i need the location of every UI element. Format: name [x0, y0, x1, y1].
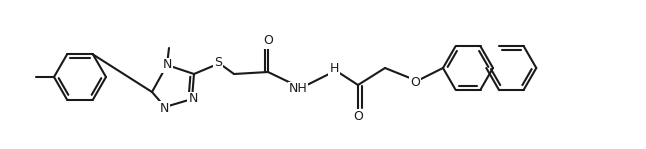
Text: N: N [162, 59, 172, 72]
Text: H: H [329, 62, 339, 76]
Text: O: O [353, 110, 363, 122]
Text: NH: NH [289, 83, 307, 96]
Text: O: O [263, 35, 273, 48]
Text: N: N [189, 93, 198, 105]
Text: N: N [160, 101, 169, 114]
Text: O: O [410, 76, 420, 90]
Text: S: S [214, 55, 222, 69]
